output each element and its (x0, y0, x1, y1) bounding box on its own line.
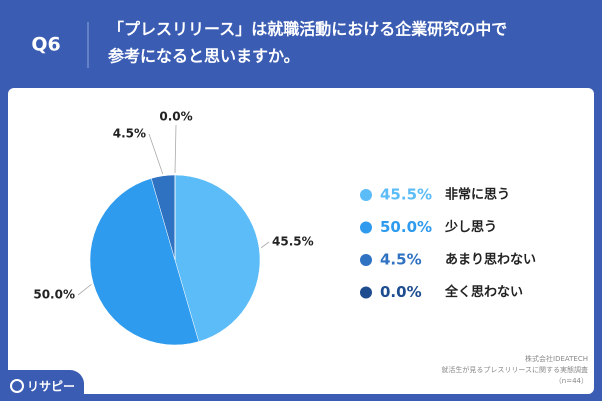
leader-line (148, 133, 164, 174)
pie-slice (89, 178, 200, 346)
data-label: 50.0% (33, 288, 75, 302)
title-line: 「プレスリリース」は就職活動における企業研究の中で (108, 20, 507, 39)
leader-line (174, 124, 177, 174)
source: （n=44） (555, 377, 588, 385)
data-label: 0.0% (159, 110, 192, 124)
legend-label: 全く思わない (444, 284, 523, 300)
brand: リサピー (27, 380, 75, 394)
legend-marker (360, 286, 372, 299)
title-line: 参考になると思いますか。 (108, 47, 300, 66)
legend-marker (360, 189, 372, 201)
data-label: 45.5% (272, 235, 314, 249)
legend-label: 少し思う (444, 219, 497, 235)
legend-marker (360, 254, 372, 266)
legend-value: 50.0% (380, 218, 432, 236)
legend-label: 非常に思う (445, 187, 510, 203)
question-number: Q6 (31, 34, 60, 56)
source: 就活生が見るプレスリリースに関する実態調査 (441, 365, 588, 374)
pie-slice (174, 174, 261, 342)
leader-line (260, 241, 270, 249)
data-label: 4.5% (113, 127, 146, 141)
legend-value: 4.5% (380, 251, 422, 269)
brand-icon (10, 379, 24, 393)
legend-marker (360, 221, 372, 234)
brand-tab (0, 370, 84, 401)
legend-value: 45.5% (380, 186, 432, 204)
legend-value: 0.0% (380, 283, 422, 301)
legend-label: あまり思わない (445, 253, 536, 268)
source: 株式会社IDEATECH (525, 354, 588, 363)
leader-line (77, 283, 92, 296)
